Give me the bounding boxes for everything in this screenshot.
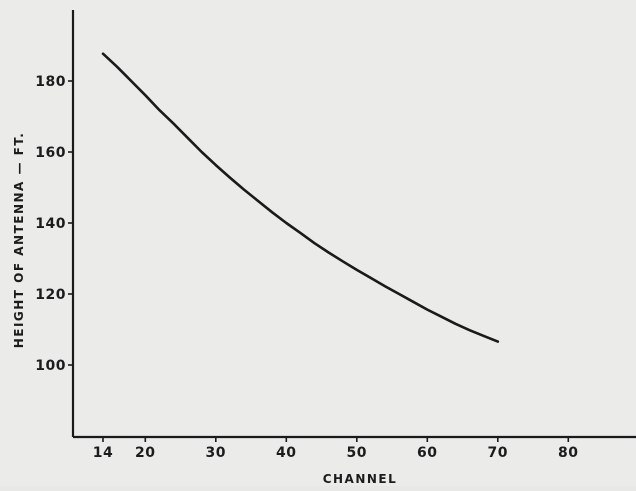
x-tick-label: 14 — [93, 445, 113, 461]
x-tick-label: 60 — [417, 445, 437, 461]
x-tick-label: 20 — [135, 445, 155, 461]
x-tick-label: 30 — [206, 445, 226, 461]
y-tick-label: 100 — [35, 358, 66, 374]
series-layer — [101, 52, 500, 343]
x-tick-label: 50 — [347, 445, 367, 461]
y-tick-label: 140 — [35, 216, 66, 232]
y-tick-label: 120 — [35, 287, 66, 303]
x-axis-title: CHANNEL — [323, 472, 398, 486]
y-tick-label: 160 — [35, 145, 66, 161]
x-tick-label: 40 — [276, 445, 296, 461]
ticks: 14 20 30 40 50 60 70 80 100 120 140 160 180 — [35, 74, 578, 461]
x-tick-label: 80 — [558, 445, 578, 461]
series-line — [101, 52, 500, 343]
y-tick-label: 180 — [35, 74, 66, 90]
x-tick-label: 70 — [488, 445, 508, 461]
y-axis-title: HEIGHT OF ANTENNA — FT. — [12, 132, 26, 349]
axes — [71, 10, 636, 439]
